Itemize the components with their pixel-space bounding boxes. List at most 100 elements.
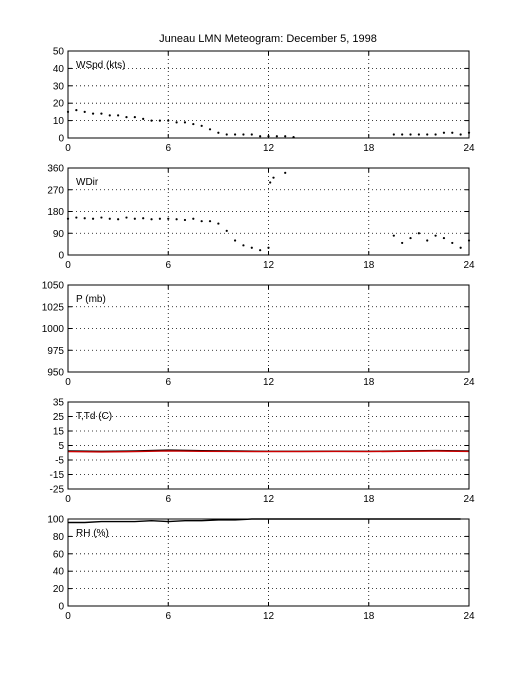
wspd-kts-point: [217, 131, 220, 134]
wdir-point: [259, 249, 262, 252]
panel-wspd-kts: 0 6 12 18 24 0 10 20 30 40 50 WSpd (kts): [53, 47, 475, 155]
wdir-point: [284, 171, 287, 174]
wdir-point: [426, 239, 429, 242]
y-tick-label: 1050: [42, 281, 65, 292]
x-tick-label: 12: [263, 377, 275, 388]
wdir-point: [192, 217, 195, 220]
y-tick-label: 10: [53, 116, 65, 127]
wdir-point: [225, 229, 228, 232]
wdir-point: [183, 218, 187, 222]
wdir-point: [267, 246, 270, 249]
wdir-point: [75, 216, 78, 219]
wdir-point: [233, 239, 237, 242]
panel-label: WSpd (kts): [76, 60, 125, 71]
x-tick-label: 18: [363, 611, 375, 622]
y-tick-label: 25: [53, 412, 65, 423]
x-tick-label: 6: [165, 494, 171, 505]
wspd-kts-point: [459, 133, 462, 136]
y-tick-label: 20: [53, 99, 65, 110]
wspd-kts-point: [100, 112, 103, 115]
y-tick-label: 50: [53, 47, 65, 58]
y-tick-label: 15: [53, 427, 65, 438]
wspd-kts-point: [75, 109, 78, 112]
wspd-kts-point: [175, 121, 178, 124]
panel-p-mb: 0 6 12 18 24 950 975 1000 1025 1050 P (mb): [42, 281, 475, 389]
wspd-kts-point: [242, 133, 245, 136]
wspd-kts-point: [392, 133, 395, 136]
wdir-point: [417, 232, 420, 235]
wspd-kts-point: [108, 114, 111, 117]
panel-label: WDir: [76, 177, 99, 188]
wspd-kts-point: [451, 131, 454, 134]
wspd-kts-point: [409, 133, 412, 136]
wspd-kts-point: [259, 135, 262, 138]
y-tick-label: 360: [47, 164, 64, 175]
y-tick-label: 5: [58, 441, 64, 452]
x-tick-label: 0: [65, 377, 71, 388]
wdir-point: [442, 236, 446, 240]
rh-series-0: [68, 518, 461, 524]
y-tick-label: 1025: [42, 302, 65, 313]
wdir-point: [158, 217, 161, 220]
wspd-kts-point: [150, 119, 153, 122]
x-tick-label: 24: [463, 611, 475, 622]
y-tick-label: 60: [53, 549, 65, 560]
x-tick-label: 6: [165, 377, 171, 388]
wspd-kts-point: [417, 133, 420, 136]
panel-label: RH (%): [76, 528, 109, 539]
x-tick-label: 12: [263, 143, 275, 154]
x-tick-label: 12: [263, 260, 275, 271]
t-td-c-line: [67, 450, 470, 453]
wspd-kts-point: [167, 119, 170, 122]
y-tick-label: 950: [47, 368, 64, 379]
wspd-kts-point: [426, 133, 429, 136]
x-tick-label: 24: [463, 494, 475, 505]
x-tick-label: 24: [463, 260, 475, 271]
wdir-point: [117, 218, 120, 221]
panel-frame: [67, 518, 470, 607]
y-tick-label: 80: [53, 532, 65, 543]
y-tick-label: -25: [50, 485, 65, 496]
y-tick-label: 270: [47, 185, 64, 196]
wdir-point: [392, 234, 395, 237]
wdir-point: [409, 236, 412, 240]
wspd-kts-point: [183, 121, 187, 124]
wdir-point: [217, 222, 220, 225]
wdir-point: [150, 218, 153, 221]
x-tick-label: 24: [463, 143, 475, 154]
rh-line: [68, 518, 461, 524]
y-tick-label: 0: [58, 602, 64, 613]
wdir-point: [175, 218, 178, 221]
x-tick-label: 0: [65, 143, 71, 154]
y-tick-label: 0: [58, 251, 64, 262]
y-tick-label: 35: [53, 398, 65, 409]
x-tick-label: 12: [263, 494, 275, 505]
panel-label: P (mb): [76, 294, 106, 305]
panel-label: T,Td (C): [76, 411, 112, 422]
y-tick-label: 30: [53, 81, 65, 92]
wdir-point: [272, 176, 275, 179]
y-tick-label: 100: [47, 515, 64, 526]
wdir-point: [108, 217, 111, 220]
wspd-kts-point: [125, 116, 128, 119]
wspd-kts-point: [250, 133, 253, 136]
x-tick-label: 18: [363, 143, 375, 154]
wspd-kts-series-0: [66, 109, 471, 139]
wdir-point: [208, 220, 212, 223]
wdir-point: [83, 217, 86, 220]
wspd-kts-point: [225, 133, 228, 136]
wspd-kts-point: [434, 133, 437, 136]
x-tick-label: 18: [363, 377, 375, 388]
y-tick-label: 0: [58, 134, 64, 145]
wdir-point: [91, 217, 95, 220]
wdir-point: [250, 246, 253, 249]
x-tick-label: 0: [65, 494, 71, 505]
y-tick-label: -5: [55, 456, 64, 467]
wdir-point: [269, 181, 272, 184]
x-tick-label: 0: [65, 260, 71, 271]
wspd-kts-point: [83, 110, 86, 113]
x-tick-label: 24: [463, 377, 475, 388]
y-tick-label: 975: [47, 346, 64, 357]
wdir-point: [459, 246, 462, 249]
